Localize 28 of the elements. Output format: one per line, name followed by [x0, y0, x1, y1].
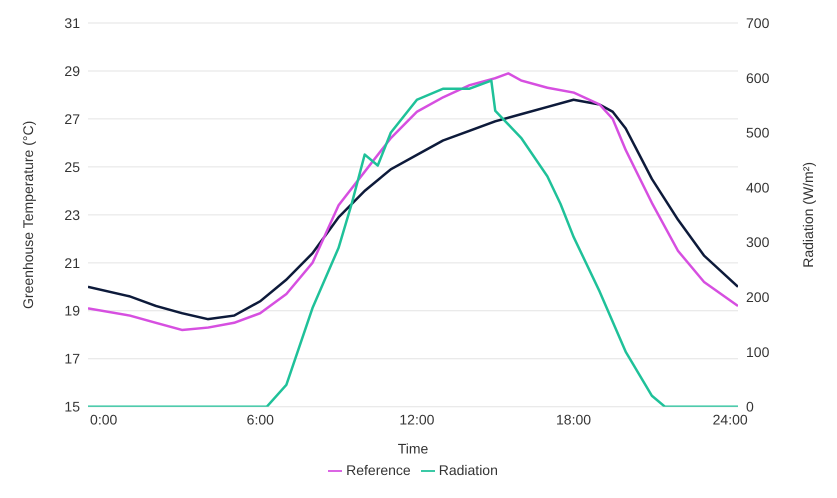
y-tick-label: 21: [64, 254, 80, 271]
y2-tick-label: 100: [746, 344, 770, 360]
y2-tick-label: 300: [746, 234, 770, 250]
y2-axis-title: Radiation (W/m²): [800, 162, 816, 268]
y-tick-label: 27: [64, 110, 80, 127]
x-axis-title: Time: [398, 440, 429, 457]
y2-tick-label: 700: [746, 14, 770, 31]
y2-tick-label: 0: [746, 398, 754, 415]
y-tick-label: 29: [64, 62, 80, 79]
x-tick-label: 12:00: [399, 412, 435, 428]
y2-tick-label: 200: [746, 289, 770, 306]
y-tick-label: 15: [64, 398, 80, 415]
legend-label: Reference: [346, 462, 411, 478]
x-tick-label: 0:00: [90, 412, 118, 428]
y2-tick-label: 600: [746, 70, 770, 86]
line-series: [88, 79, 738, 407]
legend-label: Radiation: [438, 462, 498, 478]
x-tick-label: 24:00: [712, 412, 748, 428]
y-axis-title: Greenhouse Temperature (°C): [20, 120, 36, 309]
y-tick-label: 23: [64, 206, 80, 223]
y2-tick-label: 400: [746, 179, 770, 196]
y-tick-label: 17: [64, 350, 80, 367]
y2-tick-label: 500: [746, 124, 770, 141]
y-tick-label: 25: [64, 158, 80, 175]
x-tick-label: 18:00: [556, 412, 592, 428]
y-tick-label: 19: [64, 302, 80, 319]
y-tick-label: 31: [64, 14, 80, 31]
x-tick-label: 6:00: [246, 412, 274, 428]
